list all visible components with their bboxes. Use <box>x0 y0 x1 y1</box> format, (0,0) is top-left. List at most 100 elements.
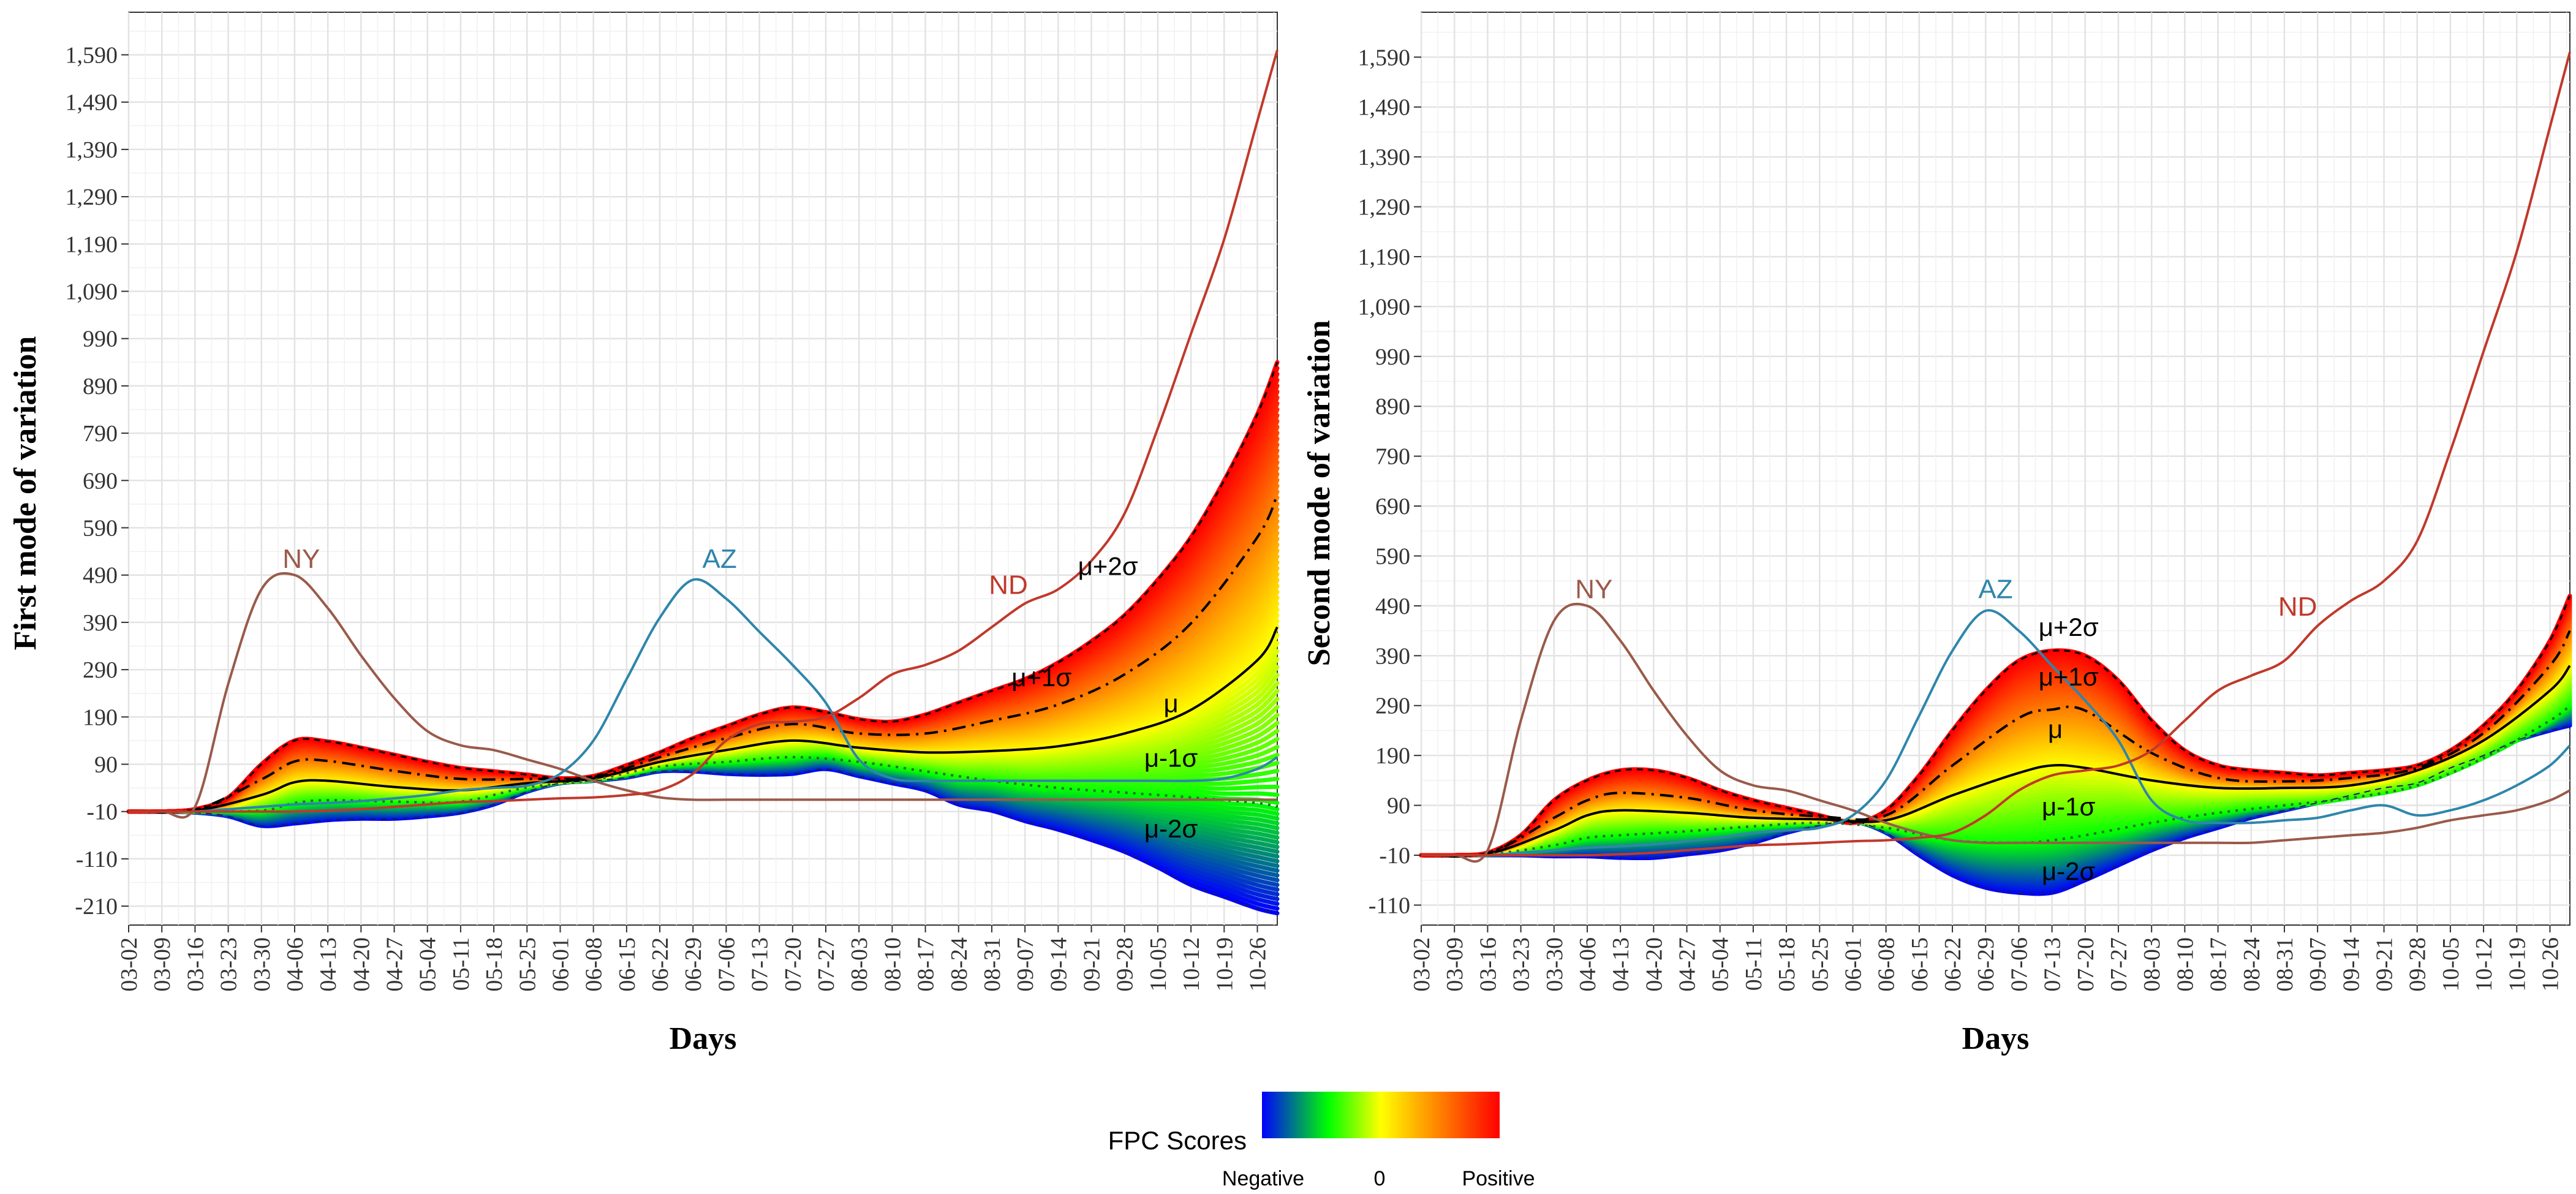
y-tick-label: 890 <box>83 374 118 399</box>
x-tick-label: 06-22 <box>1940 937 1966 992</box>
legend-colorbar <box>1262 1092 1500 1138</box>
x-tick-label: 05-04 <box>415 937 441 992</box>
x-tick-label: 04-27 <box>1675 937 1701 992</box>
band-label: μ <box>2048 715 2063 744</box>
y-axis-title: First mode of variation <box>8 336 43 651</box>
y-tick-label: -10 <box>1379 843 1410 869</box>
y-tick-label: 790 <box>83 421 118 447</box>
y-tick-label: 1,290 <box>66 184 118 210</box>
x-tick-label: 06-08 <box>1874 937 1900 992</box>
legend-negative-label: Negative <box>1222 1167 1304 1190</box>
x-tick-label: 09-21 <box>2372 937 2398 992</box>
y-tick-label: 1,290 <box>1358 195 1411 221</box>
x-tick-label: 09-21 <box>1079 937 1105 992</box>
x-tick-label: 06-29 <box>681 937 706 992</box>
x-tick-label: 05-18 <box>482 937 507 992</box>
y-tick-label: 1,490 <box>1358 95 1411 121</box>
y-tick-label: 1,590 <box>1358 45 1411 70</box>
x-tick-label: 07-06 <box>2006 937 2032 992</box>
x-tick-label: 03-02 <box>116 937 142 992</box>
x-tick-label: 03-09 <box>1442 937 1468 992</box>
x-tick-label: 04-20 <box>349 937 374 992</box>
x-tick-label: 03-09 <box>149 937 175 992</box>
band-label: μ-1σ <box>1144 743 1198 772</box>
y-tick-label: 690 <box>1375 494 1410 520</box>
x-tick-label: 09-28 <box>1112 937 1138 992</box>
band-lower-edge <box>1421 725 2570 894</box>
band-label: μ+1σ <box>1011 663 1071 692</box>
x-tick-label: 09-14 <box>2338 937 2364 992</box>
x-tick-label: 10-19 <box>2504 937 2530 992</box>
y-tick-label: 1,390 <box>1358 145 1411 170</box>
state-label-ny: NY <box>282 544 320 574</box>
x-tick-label: 08-03 <box>847 937 872 992</box>
state-label-ny: NY <box>1575 575 1612 605</box>
x-tick-label: 10-26 <box>1245 937 1271 992</box>
x-tick-label: 04-27 <box>382 937 408 992</box>
x-tick-label: 04-06 <box>1575 937 1601 992</box>
x-tick-label: 07-13 <box>747 937 773 992</box>
x-tick-label: 07-20 <box>780 937 806 992</box>
band-label: μ+2σ <box>2039 613 2099 641</box>
y-tick-label: -110 <box>1369 893 1410 918</box>
x-tick-label: 06-08 <box>581 937 607 992</box>
state-label-nd: ND <box>2278 592 2317 622</box>
y-tick-label: 190 <box>1375 743 1410 769</box>
band-label: μ <box>1163 689 1178 718</box>
band-upper-edge <box>128 361 1279 813</box>
y-tick-label: 190 <box>83 705 118 730</box>
x-tick-label: 04-13 <box>1608 937 1634 992</box>
x-tick-label: 05-18 <box>1774 937 1800 992</box>
state-curve-az <box>128 578 1279 814</box>
x-tick-label: 08-10 <box>2172 937 2198 992</box>
first-mode-panel: NY AZ ND μ+2σ μ+1σ μ μ-1σ μ-2σ -210 -110 -10 90 190 2… <box>8 12 1280 1056</box>
y-tick-label: 590 <box>83 516 118 542</box>
x-tick-label: 05-11 <box>448 937 474 991</box>
band-label: μ+2σ <box>1078 552 1138 581</box>
x-tick-label: 09-14 <box>1046 937 1071 992</box>
legend-positive-label: Positive <box>1462 1167 1535 1190</box>
x-tick-label: 08-24 <box>2239 937 2265 992</box>
x-tick-label: 07-27 <box>2106 937 2132 992</box>
x-tick-label: 04-13 <box>315 937 341 992</box>
x-tick-label: 05-25 <box>1807 937 1833 992</box>
x-axis: 03-02 03-09 03-16 03-23 03-30 04-06 04-13 04-20… <box>116 925 1271 992</box>
x-tick-label: 09-07 <box>1013 937 1038 992</box>
x-tick-label: 10-19 <box>1212 937 1237 992</box>
y-tick-label: 390 <box>1375 643 1410 669</box>
state-label-az: AZ <box>1978 575 2012 605</box>
y-tick-label: 90 <box>1387 793 1410 819</box>
band-upper-edge <box>1421 595 2571 856</box>
y-axis-title: Second mode of variation <box>1302 320 1337 667</box>
x-tick-label: 07-06 <box>714 937 739 992</box>
y-tick-label: 90 <box>94 752 118 778</box>
y-tick-label: 1,490 <box>66 90 118 116</box>
x-tick-label: 06-22 <box>648 937 673 992</box>
x-axis-title: Days <box>670 1021 737 1056</box>
x-tick-label: 03-30 <box>249 937 275 992</box>
y-tick-label: -10 <box>86 799 118 825</box>
x-tick-label: 10-05 <box>2438 937 2464 992</box>
x-tick-label: 08-17 <box>913 937 939 992</box>
y-tick-label: 1,090 <box>66 279 118 304</box>
x-tick-label: 07-20 <box>2073 937 2099 992</box>
state-label-nd: ND <box>989 570 1028 600</box>
x-tick-label: 06-15 <box>614 937 640 992</box>
y-tick-label: 390 <box>83 610 118 636</box>
x-tick-label: 06-29 <box>1973 937 1999 992</box>
y-tick-label: 1,190 <box>1358 244 1411 270</box>
x-tick-label: 08-31 <box>980 937 1005 992</box>
y-tick-label: 890 <box>1375 394 1410 420</box>
line-mu+1sigma <box>128 494 1279 814</box>
x-tick-label: 05-11 <box>1741 937 1767 991</box>
x-tick-label: 03-23 <box>216 937 242 992</box>
state-curve-nd <box>1421 51 2571 857</box>
x-axis: 03-02 03-09 03-16 03-23 03-30 04-06 04-13 04-20… <box>1409 925 2563 992</box>
y-tick-label: 1,190 <box>66 232 118 257</box>
second-mode-panel: NY AZ ND μ+2σ μ+1σ μ μ-1σ μ-2σ -110 -10 90 190 290 39… <box>1302 12 2572 1056</box>
x-tick-label: 03-30 <box>1542 937 1568 992</box>
x-tick-label: 04-06 <box>282 937 308 992</box>
y-tick-label: 990 <box>1375 344 1410 370</box>
y-tick-label: 990 <box>83 327 118 352</box>
x-tick-label: 09-07 <box>2305 937 2331 992</box>
